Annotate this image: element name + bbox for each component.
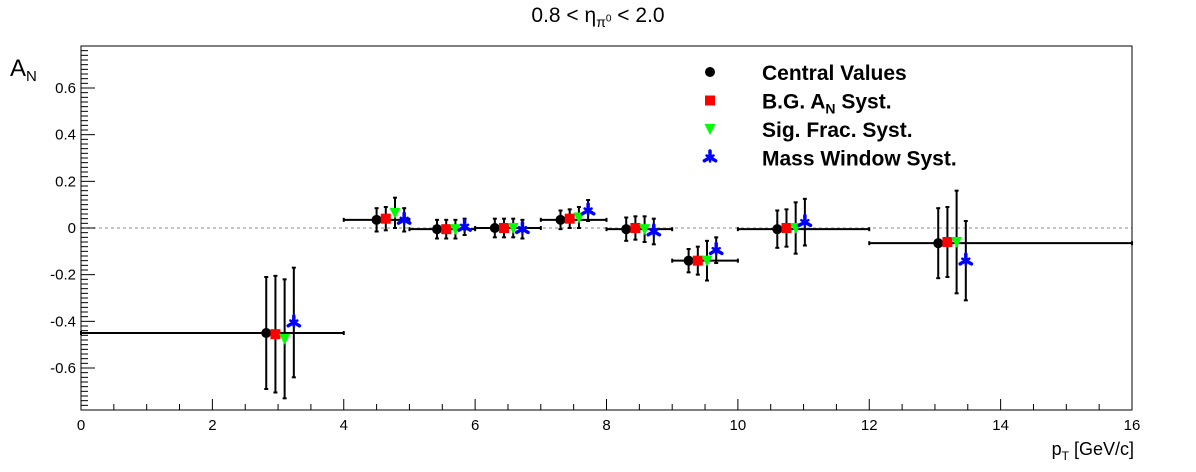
axes-layer: 0 2 4 6 8 10 12 14 16 -0.6 -0.4 -0.2 0 0.2 0.4 0.6: [50, 45, 1141, 434]
x-axis-label-main: p: [1052, 439, 1062, 459]
data-point-circle: [261, 328, 272, 338]
legend-label: Sig. Frac. Syst.: [762, 119, 913, 142]
y-tick-label: 0: [68, 220, 76, 237]
legend-marker-star: [702, 149, 718, 163]
data-point-square: [499, 223, 510, 233]
data-point-square: [380, 213, 391, 224]
star-inner-arm: [583, 207, 590, 212]
data-point-square: [564, 213, 575, 224]
data-point-star: [515, 220, 530, 235]
y-tick-label: 0.2: [55, 173, 76, 190]
x-axis-label: pT [GeV/c]: [1052, 439, 1134, 463]
data-layer: [80, 189, 1133, 400]
data-point-triangle-down: [449, 224, 461, 236]
x-tick-label: 4: [340, 417, 348, 434]
title-sub: π: [596, 14, 606, 31]
star-inner-arm: [289, 319, 296, 324]
data-point-triangle-down: [951, 237, 963, 248]
star-inner-arm: [649, 228, 656, 233]
legend-label: Central Values: [762, 62, 907, 85]
x-tick-label: 6: [471, 417, 479, 434]
title-supsub: 0: [605, 13, 612, 25]
star-inner-arm: [517, 225, 524, 231]
legend-label-sub: N: [825, 101, 835, 117]
data-point-square: [441, 224, 452, 235]
data-point-circle: [489, 223, 500, 233]
legend-label-rest: Syst.: [836, 91, 892, 114]
data-point-star: [286, 314, 302, 328]
y-tick-label: 0.4: [55, 127, 76, 144]
data-point-circle: [432, 224, 443, 235]
x-tick-label: 10: [730, 417, 747, 434]
legend-marker-triangle-down: [704, 124, 716, 135]
star-inner-arm: [800, 218, 807, 224]
data-point-star: [646, 223, 662, 237]
star-inner-arm: [711, 246, 718, 252]
data-point-triangle-down: [279, 333, 291, 345]
axis-labels: pT [GeV/c]AN: [10, 55, 1134, 463]
legend-marker-square: [705, 95, 715, 106]
chart-title: 0.8 < ηπ0 < 2.0: [0, 4, 1196, 30]
data-point-circle: [933, 238, 944, 249]
data-point-square: [781, 223, 792, 233]
x-tick-label: 0: [77, 417, 85, 434]
data-point-circle: [683, 255, 694, 266]
data-point-star: [396, 211, 412, 226]
x-axis-label-sub: T: [1062, 449, 1070, 463]
data-point-star: [797, 213, 813, 228]
title-rest: < 2.0: [611, 4, 665, 27]
x-axis-label-rest: [GeV/c]: [1069, 439, 1134, 459]
y-tick-label: -0.4: [50, 313, 76, 330]
star-inner-arm: [399, 216, 406, 222]
x-tick-label: 8: [602, 417, 610, 434]
data-point-circle: [371, 214, 382, 225]
legend-label: Mass Window Syst.: [762, 148, 957, 171]
data-point-square: [692, 255, 703, 266]
legend-label: B.G. AN Syst.: [762, 91, 892, 117]
data-point-triangle-down: [701, 255, 713, 267]
data-point-square: [270, 329, 281, 340]
data-point-star: [457, 218, 472, 233]
star-inner-arm: [705, 154, 712, 159]
y-axis-label-main: A: [10, 55, 26, 82]
x-tick-label: 14: [992, 417, 1009, 434]
y-axis-label: AN: [10, 55, 37, 85]
data-point-triangle-down: [507, 223, 519, 234]
star-inner-arm: [459, 223, 466, 229]
x-tick-label: 12: [861, 417, 878, 434]
data-point-square: [942, 237, 953, 247]
x-tick-label: 16: [1124, 417, 1141, 434]
data-point-star: [958, 252, 974, 266]
data-point-circle: [621, 224, 632, 235]
data-point-star: [580, 202, 596, 216]
y-axis-label-sub: N: [26, 68, 37, 85]
y-tick-label: -0.6: [50, 360, 76, 377]
data-point-triangle-down: [639, 224, 651, 236]
legend-label-main: B.G. A: [762, 91, 825, 114]
x-tick-label: 2: [208, 417, 216, 434]
star-inner-arm: [961, 257, 968, 262]
data-point-square: [630, 223, 641, 233]
data-point-circle: [772, 224, 783, 235]
title-main: 0.8 < η: [531, 4, 597, 27]
data-point-circle: [555, 214, 566, 225]
data-point-star: [708, 241, 724, 256]
legend-marker-circle: [705, 67, 715, 77]
y-tick-label: -0.2: [50, 267, 76, 284]
data-point-triangle-down: [389, 207, 401, 219]
y-tick-label: 0.6: [55, 80, 76, 97]
